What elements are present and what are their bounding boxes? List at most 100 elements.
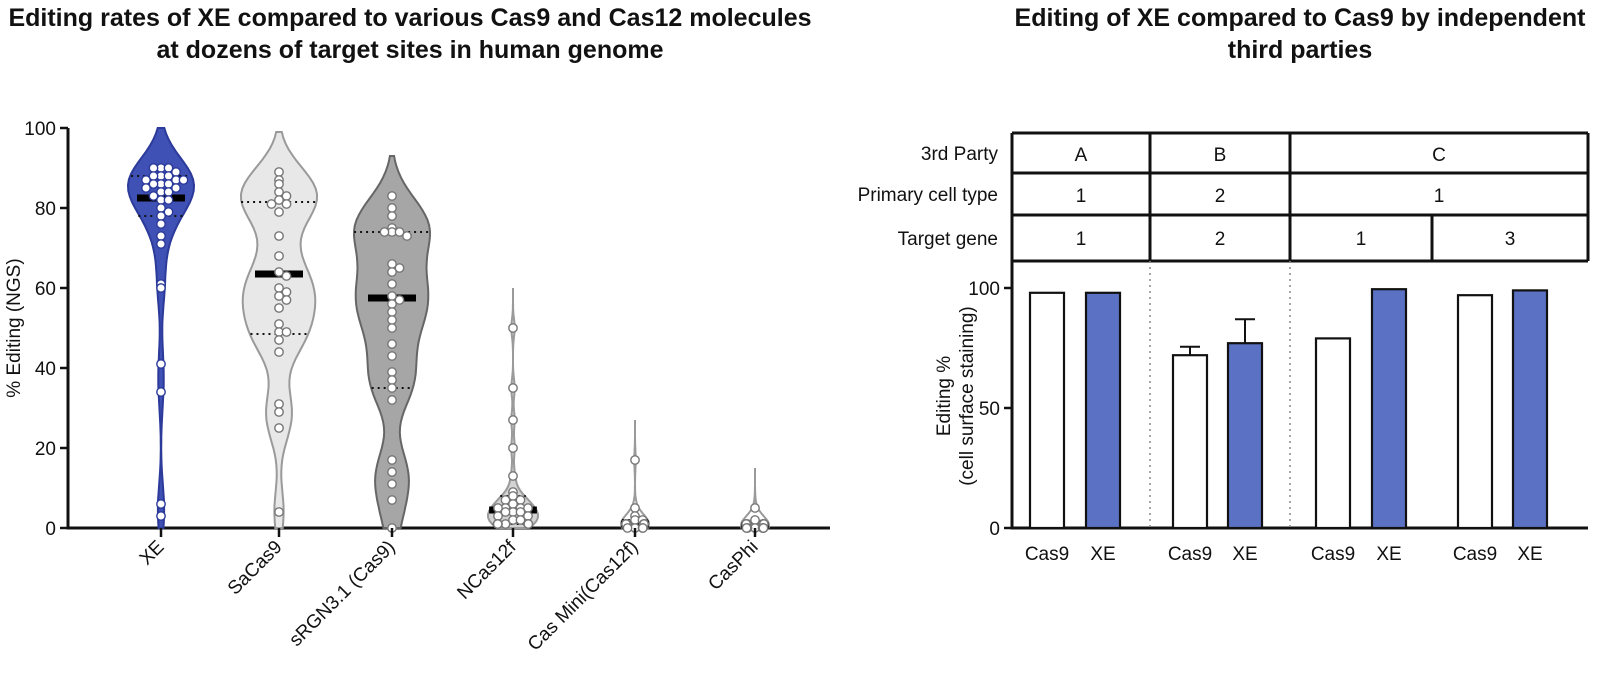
data-point [156,239,166,249]
left-y-tick-label: 0 [45,519,56,540]
table-cell-target-gene: 1 [1076,229,1087,250]
data-point [163,187,174,197]
right-y-tick-label: 100 [968,279,1000,300]
bar [1314,337,1352,530]
data-point [387,315,397,325]
data-point [387,351,397,361]
data-point [508,443,518,453]
data-point [274,423,284,433]
data-point [387,455,397,465]
data-point [387,279,397,289]
left-y-tick-label: 40 [35,359,56,380]
data-point [637,523,648,533]
data-point [178,175,189,185]
data-point [387,203,397,213]
right-x-tick-label: XE [1232,544,1257,565]
data-point [394,263,405,273]
bar [1456,294,1494,530]
right-y-axis-sublabel: (cell surface staining) [957,306,978,486]
right-x-tick-label: XE [1517,544,1542,565]
left-x-tick-label: NCas12f [453,536,521,604]
table-row-label: Target gene [898,229,998,250]
data-point [387,307,397,317]
data-point [750,503,760,513]
data-point [274,267,284,277]
data-point [387,191,397,201]
right-x-tick-label: Cas9 [1311,544,1355,565]
data-point [387,367,397,377]
data-point [274,231,284,241]
data-point [163,207,174,217]
data-point [156,387,166,397]
left-y-axis-label: % Editing (NGS) [4,258,25,397]
table-cell-cell-type: 1 [1434,186,1445,207]
data-point [758,523,769,533]
data-point [274,207,284,217]
data-point [171,183,181,193]
table-cell-target-gene: 2 [1215,229,1226,250]
data-point [156,211,166,221]
data-point [387,383,397,393]
right-y-axis-label: Editing % [934,356,955,436]
table-cell-target-gene: 1 [1356,229,1367,250]
left-y-tick-label: 20 [35,439,56,460]
table-cell-target-gene: 3 [1505,229,1516,250]
data-point [630,455,640,465]
left-x-tick-label: Cas Mini(Cas12f) [524,537,643,656]
data-point [156,283,166,293]
left-x-tick-label: sRGN3.1 (Cas9) [285,537,399,651]
left-chart-title: Editing rates of XE compared to various … [8,4,812,64]
right-chart-title: Editing of XE compared to Cas9 by indepe… [1014,4,1586,64]
data-point [523,519,534,529]
data-point [508,471,518,481]
bar [1511,289,1549,530]
data-point [274,347,284,357]
data-point [274,507,284,517]
right-y-tick-label: 50 [979,399,1000,420]
table-row-label: 3rd Party [921,144,999,165]
right-y-tick-label: 0 [989,519,1000,540]
right-x-tick-label: XE [1090,544,1115,565]
data-point [156,219,166,229]
data-point [274,407,284,417]
left-y-tick-label: 100 [24,119,56,140]
data-point [387,375,397,385]
data-point [274,335,284,345]
left-y-tick-label: 80 [35,199,56,220]
table-cell-cell-type: 1 [1076,186,1087,207]
left-x-tick-label: SaCas9 [224,537,287,600]
data-point [156,231,166,241]
bar [1084,291,1122,530]
data-point [274,303,284,313]
data-point [281,271,292,281]
data-point [379,227,390,237]
data-point [266,199,277,209]
left-x-tick-label: XE [136,537,169,570]
data-point [387,211,397,221]
data-point [493,511,503,521]
table-row-label: Primary cell type [858,185,998,206]
right-x-tick-label: XE [1376,544,1401,565]
data-point [387,467,397,477]
left-y-tick-label: 60 [35,279,56,300]
data-point [274,319,284,329]
data-point [148,191,159,201]
data-point [156,499,166,509]
data-point [274,251,284,261]
data-point [492,519,503,529]
data-point [508,383,518,393]
data-point [387,339,397,349]
data-point [387,267,397,277]
bar [1370,288,1408,530]
data-point [156,511,166,521]
data-point [387,395,397,405]
data-point [394,295,405,305]
data-point [156,359,166,369]
bar [1226,342,1264,530]
table-cell-cell-type: 2 [1215,186,1226,207]
data-point [141,183,151,193]
data-point [515,515,526,525]
data-point [148,179,159,189]
data-point [387,323,397,333]
